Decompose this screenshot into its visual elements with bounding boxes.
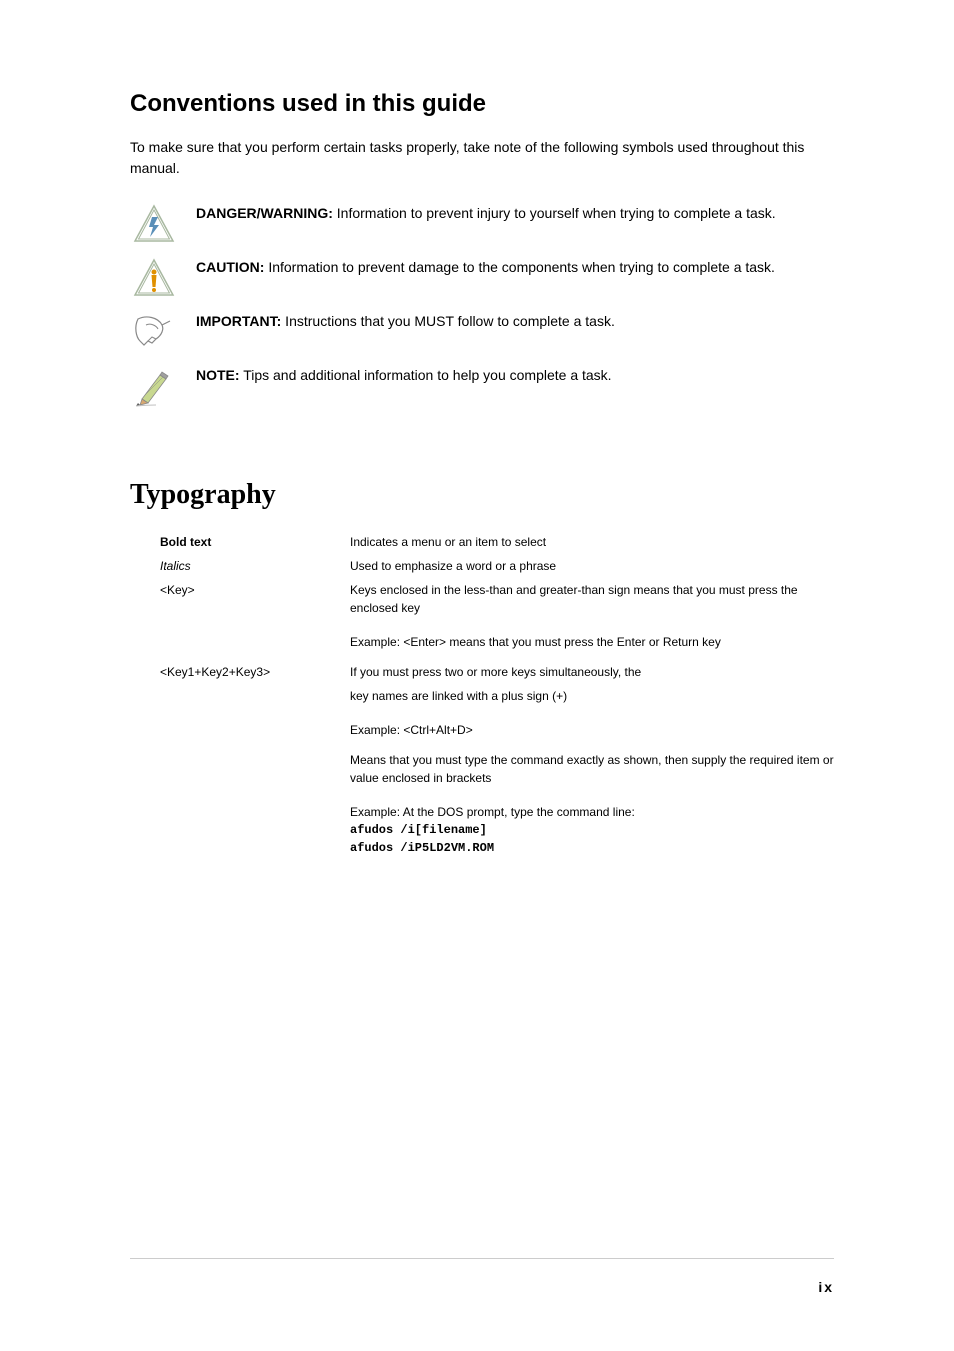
- conventions-title: Conventions used in this guide: [130, 90, 834, 119]
- note-caution-body: CAUTION: Information to prevent damage t…: [196, 255, 775, 278]
- note-danger: DANGER/WARNING: Information to prevent i…: [130, 201, 834, 247]
- note-important-label: IMPORTANT:: [196, 313, 281, 329]
- typo-row-multikey: <Key1+Key2+Key3> If you must press two o…: [160, 663, 834, 681]
- typo-row-command-example: Example: At the DOS prompt, type the com…: [160, 793, 834, 863]
- typography-table: Bold text Indicates a menu or an item to…: [160, 533, 834, 863]
- typo-row-key-example: Example: <Enter> means that you must pre…: [160, 623, 834, 657]
- typo-row-italics: Italics Used to emphasize a word or a ph…: [160, 557, 834, 575]
- note-danger-label: DANGER/WARNING:: [196, 205, 333, 221]
- typo-desc-italics: Used to emphasize a word or a phrase: [350, 557, 834, 575]
- typo-row-bold: Bold text Indicates a menu or an item to…: [160, 533, 834, 551]
- typo-command-line2: afudos /iP5LD2VM.ROM: [350, 839, 834, 857]
- typography-title: Typography: [130, 479, 834, 511]
- typo-multi-example: Example: <Ctrl+Alt+D>: [350, 721, 834, 739]
- important-icon: [130, 309, 178, 355]
- note-caution-label: CAUTION:: [196, 259, 264, 275]
- typo-command-intro: Example: At the DOS prompt, type the com…: [350, 803, 834, 821]
- note-important: IMPORTANT: Instructions that you MUST fo…: [130, 309, 834, 355]
- conventions-intro: To make sure that you perform certain ta…: [130, 137, 834, 179]
- typo-desc-bold: Indicates a menu or an item to select: [350, 533, 834, 551]
- note-caution-text: Information to prevent damage to the com…: [264, 259, 775, 275]
- note-caution: CAUTION: Information to prevent damage t…: [130, 255, 834, 301]
- typo-command-line1: afudos /i[filename]: [350, 821, 834, 839]
- typo-row-key: <Key> Keys enclosed in the less-than and…: [160, 581, 834, 617]
- caution-icon: [130, 255, 178, 301]
- typo-term-key: <Key>: [160, 581, 350, 599]
- typo-row-command: Means that you must type the command exa…: [160, 751, 834, 787]
- conventions-list: DANGER/WARNING: Information to prevent i…: [130, 201, 834, 409]
- note-icon: [130, 363, 178, 409]
- note-danger-body: DANGER/WARNING: Information to prevent i…: [196, 201, 776, 224]
- typo-desc-multikey2: key names are linked with a plus sign (+…: [350, 687, 834, 705]
- typo-term-multikey: <Key1+Key2+Key3>: [160, 663, 350, 681]
- typo-command-desc: Means that you must type the command exa…: [350, 751, 834, 787]
- typo-row-multi-example: Example: <Ctrl+Alt+D>: [160, 711, 834, 745]
- typo-desc-multikey1: If you must press two or more keys simul…: [350, 663, 834, 681]
- note-important-text: Instructions that you MUST follow to com…: [281, 313, 615, 329]
- note-note: NOTE: Tips and additional information to…: [130, 363, 834, 409]
- note-note-label: NOTE:: [196, 367, 240, 383]
- note-important-body: IMPORTANT: Instructions that you MUST fo…: [196, 309, 615, 332]
- typo-command-example: Example: At the DOS prompt, type the com…: [350, 803, 834, 857]
- typo-desc-key: Keys enclosed in the less-than and great…: [350, 581, 834, 617]
- typo-key-example: Example: <Enter> means that you must pre…: [350, 633, 834, 651]
- danger-icon: [130, 201, 178, 247]
- typo-row-multikey2: key names are linked with a plus sign (+…: [160, 687, 834, 705]
- footer-line: [130, 1258, 834, 1259]
- typo-term-bold: Bold text: [160, 533, 350, 551]
- note-note-text: Tips and additional information to help …: [240, 367, 612, 383]
- typo-term-italics: Italics: [160, 557, 350, 575]
- note-note-body: NOTE: Tips and additional information to…: [196, 363, 612, 386]
- page-number: ix: [818, 1279, 834, 1295]
- note-danger-text: Information to prevent injury to yoursel…: [333, 205, 776, 221]
